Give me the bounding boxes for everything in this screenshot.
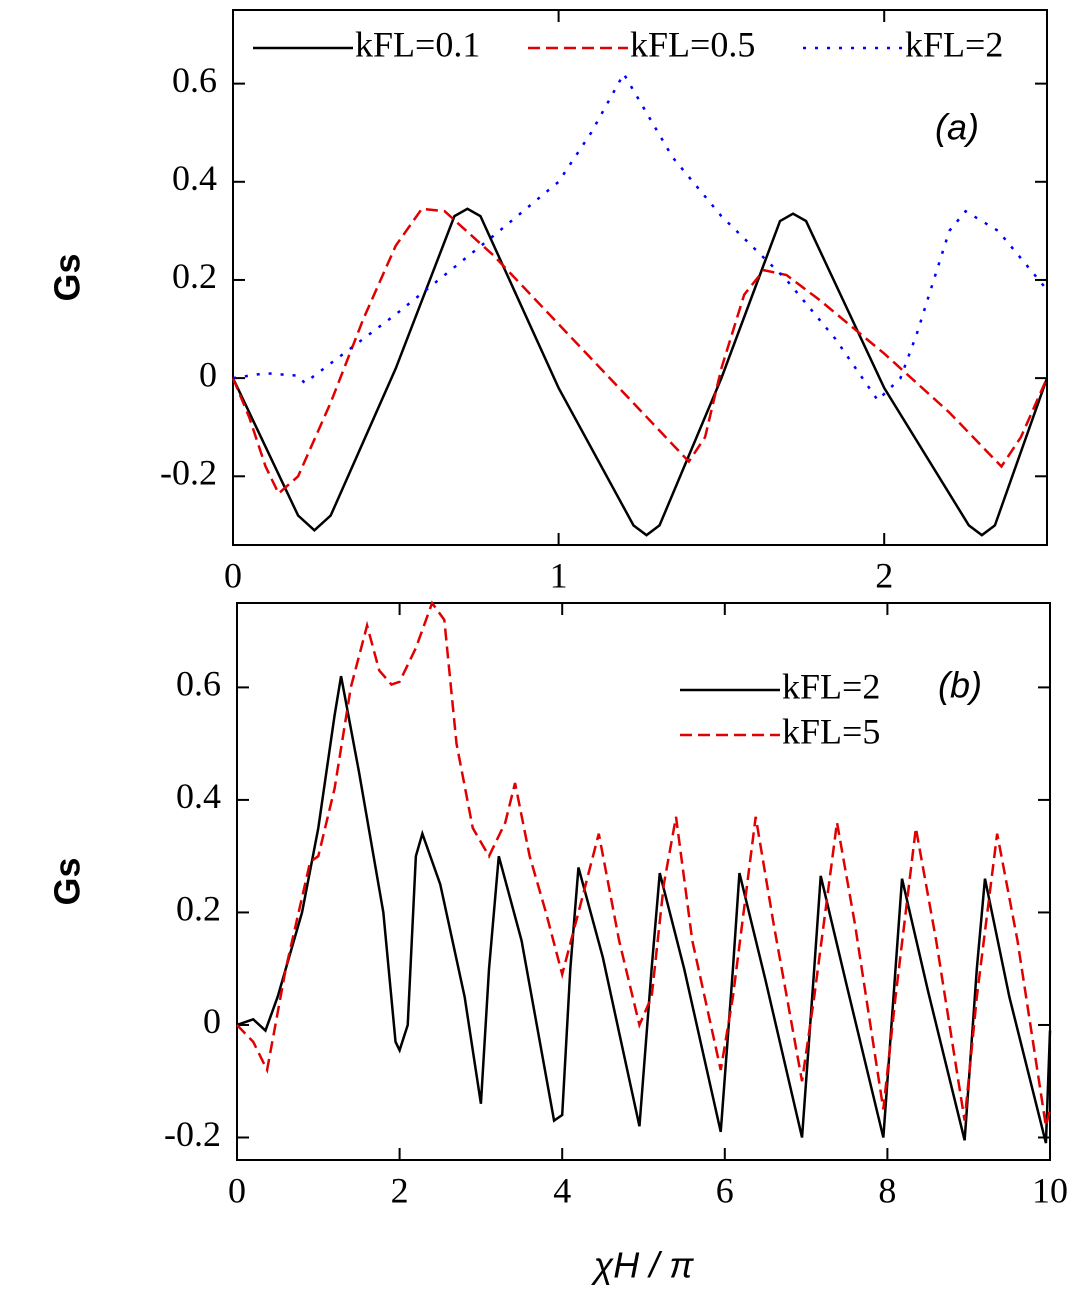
x-tick-label: 8 bbox=[878, 1170, 896, 1210]
x-tick-label: 1 bbox=[550, 555, 568, 595]
y-axis-label: Gs bbox=[47, 857, 88, 905]
panel-label: (b) bbox=[938, 665, 982, 706]
x-tick-label: 2 bbox=[875, 555, 893, 595]
legend-label: kFL=2 bbox=[782, 666, 880, 706]
data-line bbox=[231, 207, 1049, 496]
y-tick-label: 0 bbox=[203, 1001, 221, 1041]
x-tick-label: 0 bbox=[224, 555, 242, 595]
y-tick-label: 0 bbox=[199, 354, 217, 394]
plot-frame bbox=[232, 9, 1048, 546]
data-line bbox=[236, 600, 1052, 1127]
x-tick-label: 2 bbox=[391, 1170, 409, 1210]
x-tick-label: 10 bbox=[1032, 1170, 1068, 1210]
x-tick-label: 6 bbox=[716, 1170, 734, 1210]
x-tick-label: 4 bbox=[553, 1170, 571, 1210]
data-line bbox=[236, 675, 1052, 1144]
legend-label: kFL=5 bbox=[782, 711, 880, 751]
data-line bbox=[232, 71, 1048, 403]
legend-label: kFL=0.1 bbox=[355, 24, 480, 64]
y-tick-label: -0.2 bbox=[160, 453, 217, 493]
x-axis-label: χH / π bbox=[591, 1245, 695, 1286]
data-line bbox=[231, 207, 1049, 537]
plot-frame bbox=[236, 602, 1051, 1161]
x-tick-label: 0 bbox=[228, 1170, 246, 1210]
y-axis-label: Gs bbox=[47, 253, 88, 301]
legend-label: kFL=2 bbox=[905, 24, 1003, 64]
legend-label: kFL=0.5 bbox=[630, 24, 755, 64]
y-tick-label: 0.2 bbox=[176, 889, 221, 929]
y-tick-label: 0.4 bbox=[176, 776, 221, 816]
y-tick-label: 0.2 bbox=[172, 256, 217, 296]
y-tick-label: 0.6 bbox=[176, 664, 221, 704]
panel-label: (a) bbox=[935, 107, 979, 148]
y-tick-label: -0.2 bbox=[164, 1114, 221, 1154]
y-tick-label: 0.6 bbox=[172, 60, 217, 100]
y-tick-label: 0.4 bbox=[172, 158, 217, 198]
